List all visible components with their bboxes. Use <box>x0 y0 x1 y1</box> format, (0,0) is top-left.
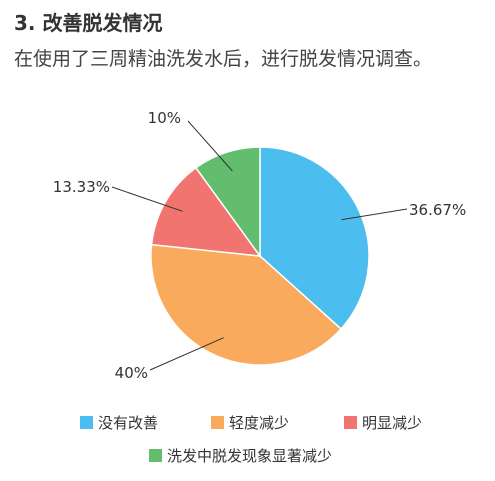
leader-line-significant-reduction <box>187 120 233 172</box>
pie-slice-clear-reduction <box>150 166 262 257</box>
percent-labels: 36.67% 40% 13.33% 10% <box>53 109 466 382</box>
leader-line-clear-reduction <box>111 186 183 212</box>
section-subtitle: 在使用了三周精油洗发水后，进行脱发情况调查。 <box>14 48 433 70</box>
pie-slice-no-improvement <box>259 146 370 331</box>
section-title: 3. 改善脱发情况 <box>14 11 163 35</box>
percent-label-significant-reduction: 10% <box>148 109 181 127</box>
leader-line-slight-reduction <box>149 337 224 371</box>
legend-swatch-significant-reduction <box>149 449 162 462</box>
pie-slices <box>150 146 370 366</box>
percent-label-slight-reduction: 40% <box>115 364 148 382</box>
leader-line-no-improvement <box>341 208 408 221</box>
percent-label-no-improvement: 36.67% <box>409 201 466 219</box>
legend-swatch-no-improvement <box>80 416 93 429</box>
legend-label-significant-reduction: 洗发中脱发现象显著减少 <box>167 447 332 465</box>
legend-swatch-slight-reduction <box>211 416 224 429</box>
legend-label-no-improvement: 没有改善 <box>98 414 158 432</box>
pie-slice-significant-reduction <box>194 146 261 259</box>
percent-label-clear-reduction: 13.33% <box>53 178 110 196</box>
pie-slice-slight-reduction <box>150 243 343 366</box>
leader-lines <box>111 120 408 371</box>
legend-label-slight-reduction: 轻度减少 <box>229 414 289 432</box>
legend-label-clear-reduction: 明显减少 <box>362 414 422 432</box>
legend-swatch-clear-reduction <box>344 416 357 429</box>
